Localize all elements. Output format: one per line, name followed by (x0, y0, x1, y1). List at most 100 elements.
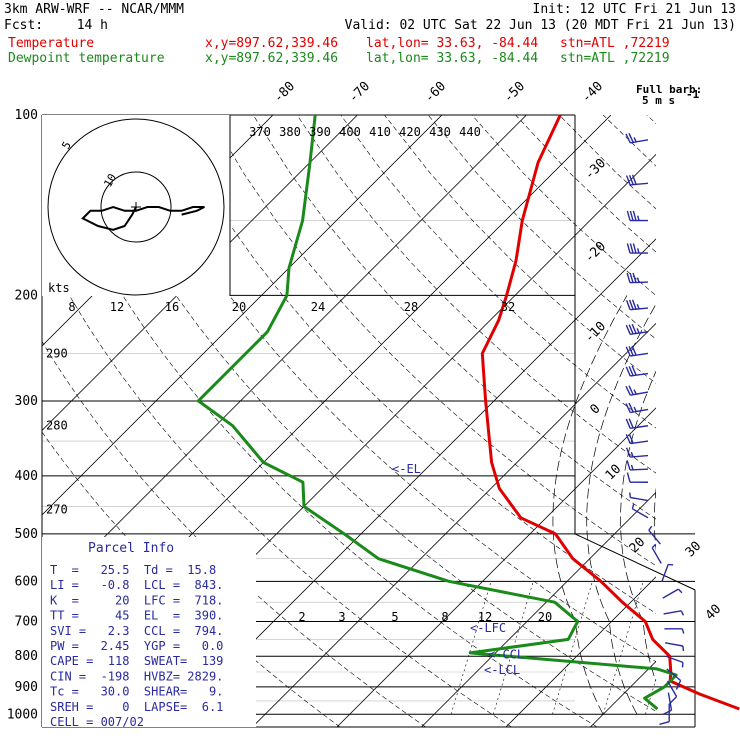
isotherm-label: -30 (582, 156, 609, 183)
isotherm-label: 20 (627, 535, 649, 557)
wind-barb (664, 611, 684, 616)
pressure-tick-label: 500 (15, 527, 38, 542)
wind-barb (663, 693, 672, 715)
pressure-tick-label: 100 (15, 108, 38, 123)
legend-temperature-xy: x,y=897.62,339.46 (205, 36, 338, 51)
mixing-ratio-line (552, 581, 592, 714)
mixing-ratio-label: 3 (338, 610, 345, 624)
wind-barb-flag (630, 243, 633, 253)
wind-barb-staff (663, 589, 679, 598)
legend-dewpoint-stn: stn=ATL ,72219 (560, 51, 670, 66)
wind-barb (627, 300, 648, 310)
theta-label: 390 (309, 125, 331, 139)
dry-adiabat (341, 115, 740, 727)
wind-barb (664, 629, 683, 634)
pressure-tick-label: 1000 (7, 707, 38, 722)
legend-temperature-name: Temperature (8, 36, 94, 51)
wind-barb-staff (652, 548, 661, 564)
wind-barb-staff (662, 564, 668, 581)
isotherm-label: -40 (579, 79, 606, 106)
theta-label: 380 (279, 125, 301, 139)
full-barb-units: 5 m s (642, 94, 675, 107)
wind-barb-half (638, 248, 639, 253)
wind-barb (652, 544, 661, 563)
wind-barb-half (637, 328, 639, 333)
isotherm-label: 40 (703, 602, 725, 624)
wind-barb-half (637, 304, 639, 309)
hodograph-inset: 510 (42, 115, 230, 296)
wind-barb (626, 133, 648, 143)
parcel-info-box: Parcel Info T = 25.5 Td = 15.8LI = -0.8 … (42, 537, 256, 729)
dry-adiabat (647, 115, 740, 727)
wind-barb (626, 366, 648, 376)
hodograph-speed-label: 16 (165, 300, 179, 314)
dry-adiabat (428, 115, 740, 727)
wind-barb (627, 211, 648, 221)
wind-barb (626, 324, 648, 334)
mixing-ratio-label: 5 (391, 610, 398, 624)
isotherm-label: 0 (587, 401, 603, 417)
theta-label: 440 (459, 125, 481, 139)
mixing-ratio-label: 2 (298, 610, 305, 624)
wind-barb (627, 473, 648, 483)
wind-barb-half (668, 564, 673, 565)
wind-barb-half (681, 611, 683, 616)
moist-adiabat (553, 295, 627, 714)
wind-barb-half (638, 278, 640, 283)
level-marker: <-LCL (484, 663, 520, 677)
hodograph-speed-label: 24 (311, 300, 325, 314)
pressure-tick-label: 700 (15, 614, 38, 629)
parcel-info-row: Tc = 30.0 SHEAR= 9. (50, 685, 223, 699)
isotherm-label: -10 (582, 319, 609, 346)
wind-barb-flag (627, 243, 630, 253)
wind-barb-flag (627, 273, 630, 283)
legend-dewpoint-name: Dewpoint temperature (8, 51, 165, 66)
hodograph-speed-label: 20 (232, 300, 246, 314)
parcel-info-row: CELL = 007/02 (50, 715, 144, 729)
theta-label: 370 (249, 125, 271, 139)
level-marker: <-CCL (488, 647, 524, 661)
isotherm-label: -20 (582, 239, 609, 266)
pressure-tick-label: 900 (15, 680, 38, 695)
wind-barb-half (634, 137, 636, 142)
wind-barb (627, 243, 648, 253)
moist-adiabat (722, 295, 740, 714)
parcel-info-row: CAPE = 118 SWEAT= 139 (50, 654, 223, 668)
isotherm (252, 115, 740, 727)
wind-barb-half (638, 216, 639, 221)
theta-left-label: 290 (46, 346, 68, 360)
legend-temperature-latlon: lat,lon= 33.63, -84.44 (366, 36, 538, 51)
pressure-tick-label: 400 (15, 469, 38, 484)
wind-barb-half (682, 629, 683, 634)
wind-barb-flag (633, 273, 636, 283)
theta-label: 430 (429, 125, 451, 139)
wind-barb (665, 643, 683, 651)
pressure-tick-label: 200 (15, 288, 38, 303)
wind-barb-flag (627, 460, 630, 470)
parcel-info-row: SREH = 0 LAPSE= 6.1 (50, 700, 223, 714)
hodograph-speed-label: 12 (110, 300, 124, 314)
legend-dewpoint-latlon: lat,lon= 33.63, -84.44 (366, 51, 538, 66)
mixing-ratio-line (713, 581, 740, 714)
wind-barb-half (652, 544, 656, 548)
parcel-info-row: SVI = 2.3 CCL = 794. (50, 624, 223, 638)
moist-adiabat (621, 295, 695, 714)
parcel-info-row: CIN = -198 HVBZ= 2829. (50, 669, 223, 683)
wind-barb-staff (630, 498, 648, 501)
parcel-info-row: TT = 45 EL = 390. (50, 609, 223, 623)
level-marker: <-LFC (470, 621, 506, 635)
model-label: 3km ARW-WRF -- NCAR/MMM (4, 2, 184, 17)
isotherm-label: -60 (422, 79, 449, 106)
isotherm (337, 115, 740, 727)
theta-label: 420 (399, 125, 421, 139)
dry-adiabat (384, 115, 740, 727)
level-marker: <-EL (392, 462, 421, 476)
wind-barb-half (630, 493, 631, 498)
dry-adiabat (691, 115, 740, 727)
isotherm-label: -80 (271, 79, 298, 106)
wind-barb-half (634, 390, 636, 395)
moist-adiabat (688, 295, 740, 714)
mixing-ratio-label: 8 (441, 610, 448, 624)
dry-adiabat (472, 115, 740, 727)
